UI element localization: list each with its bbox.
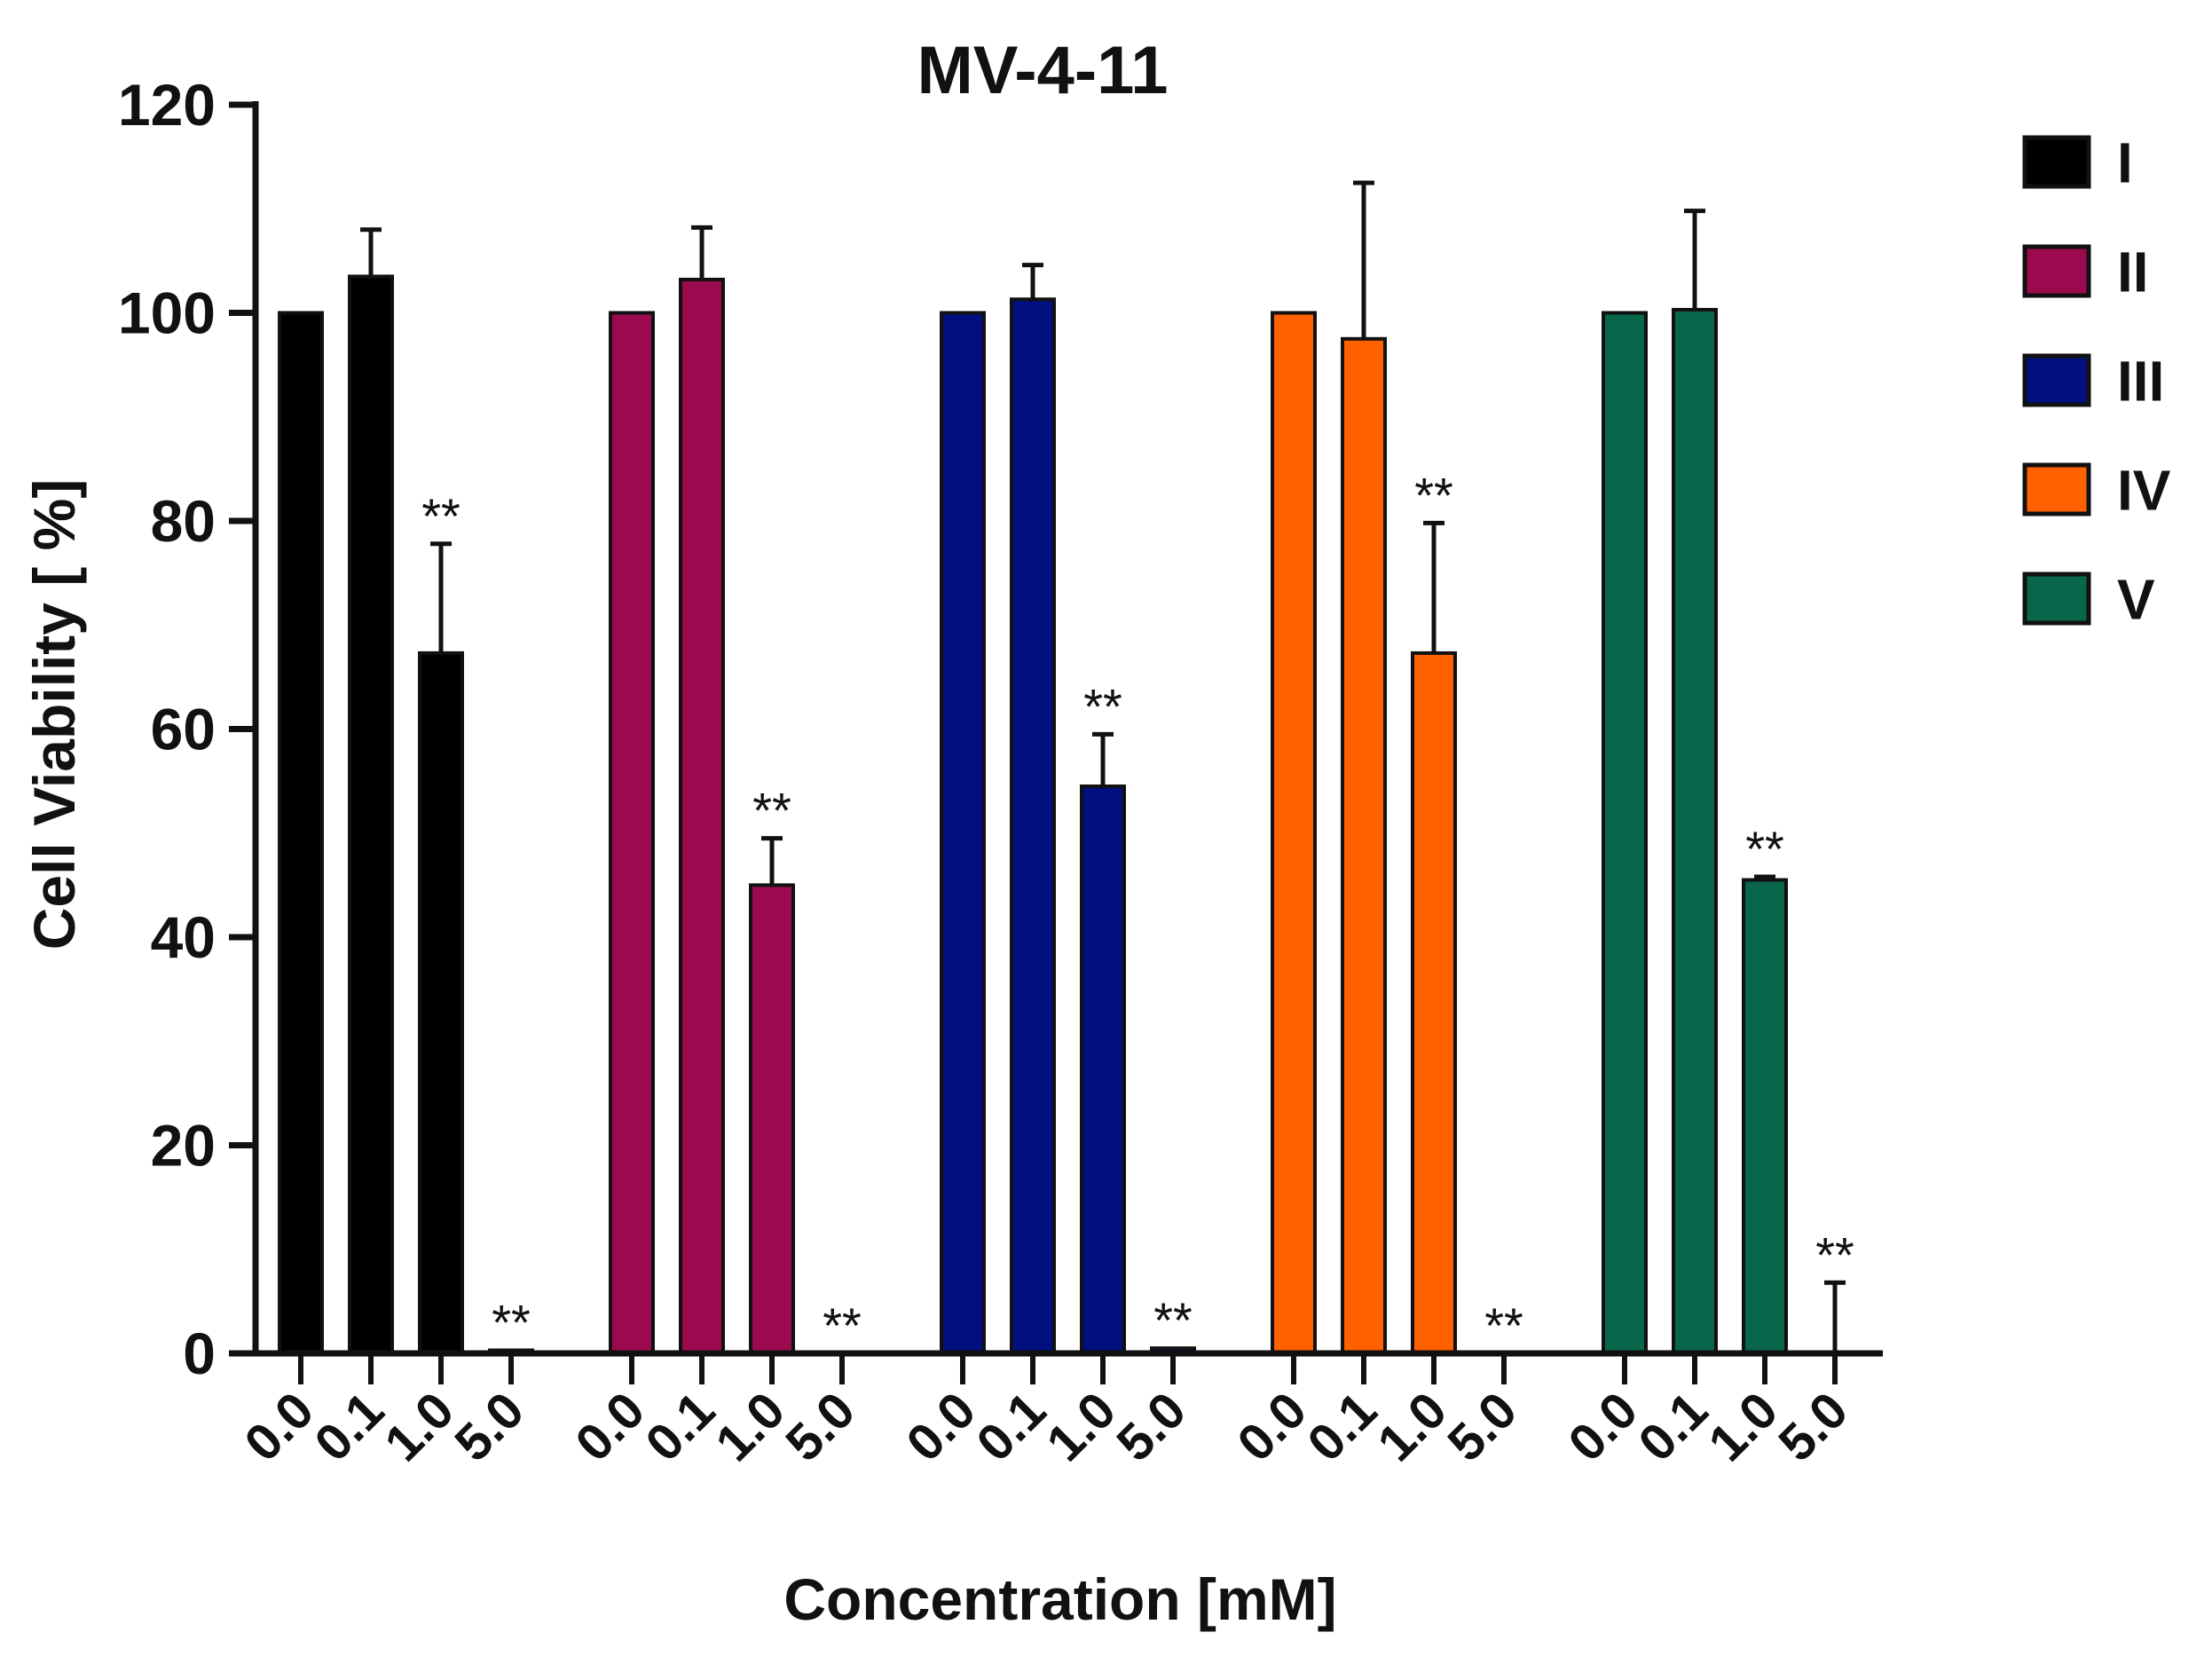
y-tick-label: 80: [151, 488, 216, 554]
bar-III-1.0: [1080, 784, 1126, 1355]
significance-mark: **: [1414, 467, 1453, 523]
x-tick-label: 5.0: [1106, 1381, 1197, 1472]
significance-mark: **: [823, 1297, 862, 1353]
x-tick-label: 5.0: [775, 1381, 866, 1472]
y-axis-label: Cell Viability [ %]: [21, 479, 87, 950]
bar-V-0.0: [1602, 311, 1648, 1355]
bar-II-0.0: [609, 311, 655, 1355]
bar-II-0.1: [679, 277, 725, 1356]
legend-swatch-II: [2022, 244, 2091, 298]
bar-IV-0.1: [1341, 336, 1387, 1355]
x-axis-label: Concentration [mM]: [783, 1566, 1336, 1632]
significance-mark: **: [1484, 1297, 1523, 1353]
legend-swatch-IV: [2022, 462, 2091, 517]
legend-swatch-III: [2022, 353, 2091, 407]
y-tick-label: 120: [118, 72, 216, 138]
chart-title: MV-4-11: [917, 33, 1168, 108]
significance-mark: **: [1083, 678, 1122, 734]
significance-mark: **: [492, 1294, 531, 1350]
legend-swatch-V: [2022, 572, 2091, 626]
x-tick-label: 5.0: [1437, 1381, 1528, 1472]
bar-II-1.0: [749, 883, 795, 1355]
bar-V-0.1: [1672, 307, 1718, 1355]
bar-I-1.0: [418, 651, 464, 1355]
x-tick-label: 5.0: [1767, 1381, 1859, 1472]
y-tick-label: 40: [151, 904, 216, 970]
y-tick-label: 20: [151, 1113, 216, 1179]
y-tick-label: 0: [183, 1321, 216, 1386]
significance-mark: **: [1745, 821, 1784, 877]
y-tick-label: 100: [118, 280, 216, 346]
legend-label-III: III: [2117, 350, 2164, 414]
legend-swatch-I: [2022, 135, 2091, 189]
x-tick-label: 5.0: [444, 1381, 535, 1472]
legend-label-I: I: [2117, 131, 2133, 195]
bar-IV-1.0: [1411, 651, 1457, 1355]
significance-mark: **: [421, 488, 461, 544]
bar-III-0.1: [1010, 297, 1056, 1356]
bar-III-0.0: [940, 311, 986, 1355]
significance-mark: **: [752, 783, 791, 839]
bar-IV-0.0: [1271, 311, 1317, 1355]
bar-V-1.0: [1742, 878, 1788, 1355]
y-tick-label: 60: [151, 697, 216, 762]
significance-mark: **: [1153, 1292, 1193, 1348]
legend-label-IV: IV: [2117, 459, 2171, 523]
significance-mark: **: [1815, 1226, 1854, 1282]
legend-label-II: II: [2117, 241, 2149, 304]
bar-I-0.1: [348, 274, 394, 1355]
bar-I-0.0: [278, 311, 324, 1355]
legend-label-V: V: [2117, 568, 2155, 632]
